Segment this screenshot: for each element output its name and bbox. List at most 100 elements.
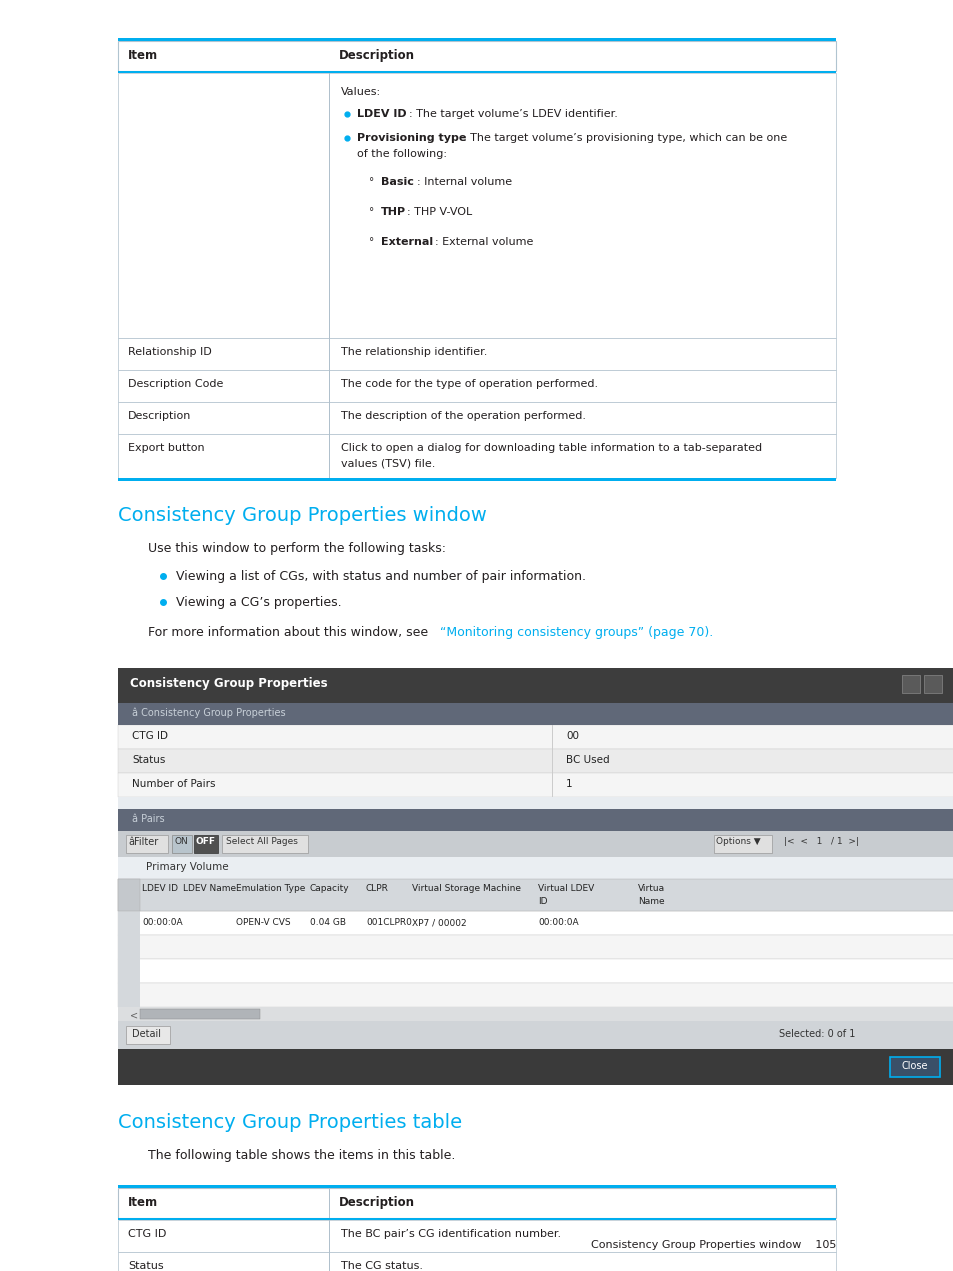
- Text: The BC pair’s CG identification number.: The BC pair’s CG identification number.: [340, 1229, 560, 1239]
- Text: 1: 1: [565, 779, 572, 789]
- Bar: [329, 72, 330, 338]
- Bar: [126, 835, 168, 853]
- Text: 00:00:0A: 00:00:0A: [537, 918, 578, 927]
- Bar: [118, 880, 140, 911]
- Text: Viewing a list of CGs, with status and number of pair information.: Viewing a list of CGs, with status and n…: [175, 569, 585, 583]
- Text: : The target volume’s LDEV identifier.: : The target volume’s LDEV identifier.: [409, 109, 618, 119]
- Text: For more information about this window, see: For more information about this window, …: [148, 627, 432, 639]
- Text: Click to open a dialog for downloading table information to a tab-separated: Click to open a dialog for downloading t…: [340, 444, 761, 452]
- Text: LDEV ID: LDEV ID: [356, 109, 406, 119]
- Bar: [118, 1220, 835, 1252]
- Bar: [118, 338, 835, 370]
- Text: Name: Name: [638, 897, 664, 906]
- Text: OFF: OFF: [195, 838, 215, 846]
- Text: The relationship identifier.: The relationship identifier.: [340, 347, 487, 357]
- Text: Consistency Group Properties window: Consistency Group Properties window: [118, 506, 486, 525]
- Text: : Internal volume: : Internal volume: [416, 177, 512, 187]
- Bar: [329, 1220, 330, 1252]
- Bar: [118, 749, 953, 773]
- Text: CTG ID: CTG ID: [132, 731, 168, 741]
- Text: Viewing a CG’s properties.: Viewing a CG’s properties.: [175, 596, 341, 609]
- Text: 0.04 GB: 0.04 GB: [310, 918, 346, 927]
- Text: : External volume: : External volume: [435, 236, 533, 247]
- Text: The description of the operation performed.: The description of the operation perform…: [340, 411, 585, 421]
- Text: CTG ID: CTG ID: [128, 1229, 166, 1239]
- Text: Consistency Group Properties: Consistency Group Properties: [130, 677, 327, 690]
- Text: 00:00:0A: 00:00:0A: [142, 918, 182, 927]
- Text: Options ▼: Options ▼: [716, 838, 760, 846]
- Bar: [118, 1252, 835, 1271]
- Bar: [329, 1252, 330, 1271]
- Bar: [552, 724, 553, 749]
- Bar: [118, 72, 835, 338]
- Bar: [118, 911, 953, 935]
- Text: Number of Pairs: Number of Pairs: [132, 779, 215, 789]
- Bar: [118, 911, 140, 935]
- Bar: [889, 1057, 939, 1077]
- Text: Description: Description: [338, 50, 415, 62]
- Text: Virtual Storage Machine: Virtual Storage Machine: [412, 885, 520, 894]
- Text: °: °: [369, 207, 374, 217]
- Text: Selected: 0 of 1: Selected: 0 of 1: [779, 1030, 855, 1038]
- Bar: [923, 675, 941, 693]
- Bar: [126, 1026, 170, 1043]
- Bar: [118, 1049, 953, 1085]
- Bar: [118, 1188, 835, 1218]
- Bar: [118, 1021, 953, 1049]
- Bar: [118, 71, 835, 72]
- Bar: [329, 433, 330, 478]
- Text: LDEV Name: LDEV Name: [183, 885, 236, 894]
- Bar: [118, 41, 835, 71]
- Bar: [118, 1185, 835, 1188]
- Text: Status: Status: [128, 1261, 164, 1271]
- Bar: [118, 1007, 953, 1021]
- Bar: [118, 433, 835, 478]
- Bar: [118, 478, 835, 480]
- Bar: [118, 38, 835, 41]
- Text: Status: Status: [132, 755, 165, 765]
- Text: Virtual LDEV: Virtual LDEV: [537, 885, 594, 894]
- Bar: [118, 810, 953, 831]
- Text: Virtua: Virtua: [638, 885, 664, 894]
- Text: Relationship ID: Relationship ID: [128, 347, 212, 357]
- Bar: [901, 675, 919, 693]
- Bar: [329, 402, 330, 433]
- Bar: [118, 960, 140, 982]
- Bar: [118, 982, 140, 1007]
- Text: The following table shows the items in this table.: The following table shows the items in t…: [148, 1149, 455, 1162]
- Bar: [118, 880, 953, 911]
- Bar: [118, 773, 953, 797]
- Text: Export button: Export button: [128, 444, 204, 452]
- Text: Detail: Detail: [132, 1030, 161, 1038]
- Text: The CG status.: The CG status.: [340, 1261, 422, 1271]
- Text: °: °: [369, 177, 374, 187]
- Text: : THP V-VOL: : THP V-VOL: [407, 207, 472, 217]
- Bar: [329, 1188, 330, 1218]
- Text: LDEV ID: LDEV ID: [142, 885, 178, 894]
- Text: Consistency Group Properties table: Consistency Group Properties table: [118, 1113, 461, 1132]
- Text: 00: 00: [565, 731, 578, 741]
- Bar: [713, 835, 771, 853]
- Bar: [193, 835, 218, 853]
- Text: Basic: Basic: [380, 177, 414, 187]
- Bar: [118, 669, 953, 703]
- Text: °: °: [369, 236, 374, 247]
- Bar: [118, 797, 953, 810]
- Text: |<  <   1   / 1  >|: |< < 1 / 1 >|: [783, 838, 858, 846]
- Bar: [118, 402, 835, 433]
- Text: Description: Description: [338, 1196, 415, 1209]
- Bar: [118, 703, 953, 724]
- Text: Select All Pages: Select All Pages: [226, 838, 297, 846]
- Text: CLPR: CLPR: [366, 885, 389, 894]
- Text: Use this window to perform the following tasks:: Use this window to perform the following…: [148, 541, 446, 555]
- Text: <: <: [130, 1010, 138, 1021]
- Bar: [118, 370, 835, 402]
- Bar: [118, 1218, 835, 1220]
- Text: Emulation Type: Emulation Type: [235, 885, 305, 894]
- Bar: [118, 831, 953, 857]
- Bar: [552, 749, 553, 773]
- Bar: [118, 724, 953, 749]
- Text: Primary Volume: Primary Volume: [146, 862, 229, 872]
- Text: ON: ON: [174, 838, 189, 846]
- Text: â Pairs: â Pairs: [132, 813, 165, 824]
